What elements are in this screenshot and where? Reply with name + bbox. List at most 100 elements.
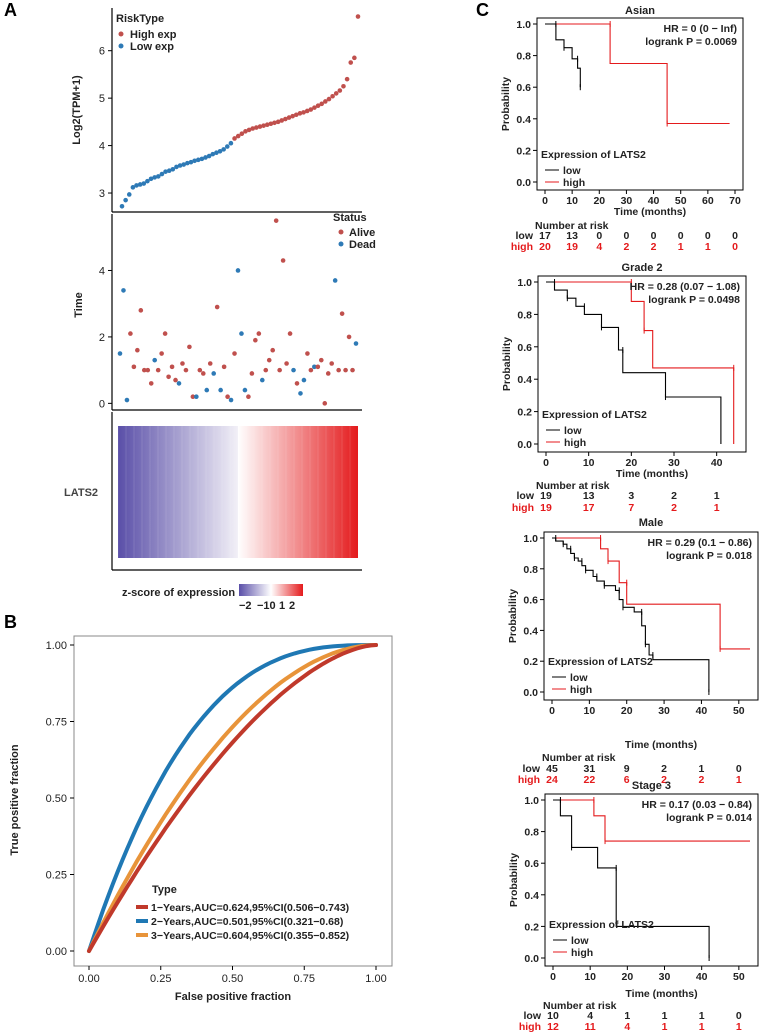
y-tick-label: 1.00 <box>46 640 67 652</box>
x-tick-label: 60 <box>702 195 714 207</box>
low-exp-point <box>130 185 136 190</box>
alive-point <box>159 351 164 356</box>
risk-high-value: 7 <box>628 502 634 514</box>
risk-high-value: 19 <box>566 241 578 253</box>
risk-high-value: 1 <box>736 1021 742 1033</box>
high-exp-point <box>250 126 256 131</box>
alive-point <box>131 364 137 370</box>
y-axis-label: Probability <box>500 77 512 131</box>
low-exp-point <box>119 204 125 209</box>
x-tick-label: 0.25 <box>150 973 171 985</box>
alive-point <box>277 367 282 373</box>
alive-point <box>190 394 196 400</box>
risk-low-value: 1 <box>699 1010 705 1022</box>
x-tick-label: 0 <box>550 971 556 983</box>
high-exp-point <box>352 55 357 61</box>
x-tick-label: 20 <box>625 457 637 469</box>
low-exp-point <box>163 169 168 174</box>
high-exp-point <box>319 101 324 107</box>
risk-table-title: Number at risk <box>543 1000 617 1012</box>
alive-point <box>128 331 133 336</box>
x-tick-label: 0.00 <box>78 973 99 985</box>
alive-point <box>256 331 262 336</box>
hr-label: HR = 0.29 (0.1 − 0.86) <box>648 537 752 549</box>
high-exp-point <box>301 110 306 115</box>
dead-point <box>152 357 158 363</box>
x-tick-label: 0 <box>549 705 555 717</box>
alive-point <box>315 364 321 370</box>
km-legend-title: Expression of LATS2 <box>548 656 653 668</box>
x-tick-label: 50 <box>733 705 745 717</box>
high-exp-point <box>348 60 354 65</box>
risk-table-title: Number at risk <box>536 480 610 492</box>
low-exp-point <box>199 156 205 162</box>
y-tick-label: 0.8 <box>523 564 538 576</box>
dead-point <box>312 364 317 370</box>
panel-label-b: B <box>4 612 17 632</box>
alive-point <box>173 377 178 383</box>
roc-curve-1 <box>87 643 378 953</box>
alive-point <box>336 367 341 373</box>
color-legend-tick: 1 <box>279 600 285 612</box>
high-exp-point <box>272 120 277 126</box>
y-tick-label: 0.2 <box>517 407 532 419</box>
alive-point <box>148 381 154 386</box>
high-exp-point <box>246 127 252 133</box>
risk-low-value: 0 <box>651 230 657 242</box>
km-frame <box>543 531 759 701</box>
risk-low-value: 1 <box>714 490 720 502</box>
logrank-label: logrank P = 0.0069 <box>645 36 737 48</box>
km-legend-title: Expression of LATS2 <box>542 409 647 421</box>
legend-marker-high <box>118 31 124 37</box>
risk-low-value: 10 <box>547 1010 559 1022</box>
y-tick-label: 0.75 <box>46 717 67 729</box>
alive-point <box>249 371 255 376</box>
y-tick-label: 0.6 <box>524 858 539 870</box>
alive-point <box>135 347 140 353</box>
high-exp-point <box>293 112 299 118</box>
km-legend-high: high <box>571 947 593 959</box>
x-tick-label: 50 <box>733 971 745 983</box>
panel-label-a: A <box>4 0 17 20</box>
km-legend-low: low <box>570 672 588 684</box>
alive-point <box>138 308 144 313</box>
x-tick-label: 40 <box>648 195 660 207</box>
risk-low-label: low <box>517 490 535 502</box>
low-exp-point <box>224 144 230 149</box>
risk-high-value: 11 <box>585 1021 596 1033</box>
risk-low-value: 13 <box>566 230 578 242</box>
alive-point <box>270 347 276 353</box>
risk-high-value: 12 <box>547 1021 559 1033</box>
high-exp-point <box>337 88 343 93</box>
alive-point <box>166 374 171 380</box>
high-exp-point <box>315 103 321 109</box>
legend-marker-dead <box>338 241 344 247</box>
alive-point <box>180 361 185 366</box>
alive-point <box>141 367 147 373</box>
risk-low-label: low <box>524 1010 542 1022</box>
high-exp-point <box>261 123 266 128</box>
risk-high-value: 4 <box>596 241 602 253</box>
km-curve-high <box>545 23 730 125</box>
x-tick-label: 70 <box>729 195 741 207</box>
hr-label: HR = 0.17 (0.03 − 0.84) <box>642 799 752 811</box>
risk-high-value: 17 <box>583 502 595 514</box>
color-legend-tick: −10 <box>257 600 276 612</box>
risk-high-value: 1 <box>736 774 742 786</box>
y-axis-label: Probability <box>507 589 519 643</box>
low-exp-point <box>148 176 154 182</box>
km-frame <box>537 275 747 453</box>
x-tick-label: 0.75 <box>294 973 315 985</box>
risk-low-label: low <box>523 763 541 775</box>
risk-high-label: high <box>518 774 540 786</box>
risk-low-value: 31 <box>584 763 596 775</box>
dead-point <box>176 381 182 386</box>
y-tick-label: 0.00 <box>46 946 67 958</box>
alive-point <box>266 357 272 363</box>
legend-label-dead: Dead <box>349 239 376 251</box>
risk-high-value: 20 <box>539 241 551 253</box>
risk-high-value: 24 <box>546 774 558 786</box>
km-curve-low <box>546 281 722 444</box>
roc-curve-3 <box>87 643 378 953</box>
y-tick-label: 0.25 <box>46 870 67 882</box>
